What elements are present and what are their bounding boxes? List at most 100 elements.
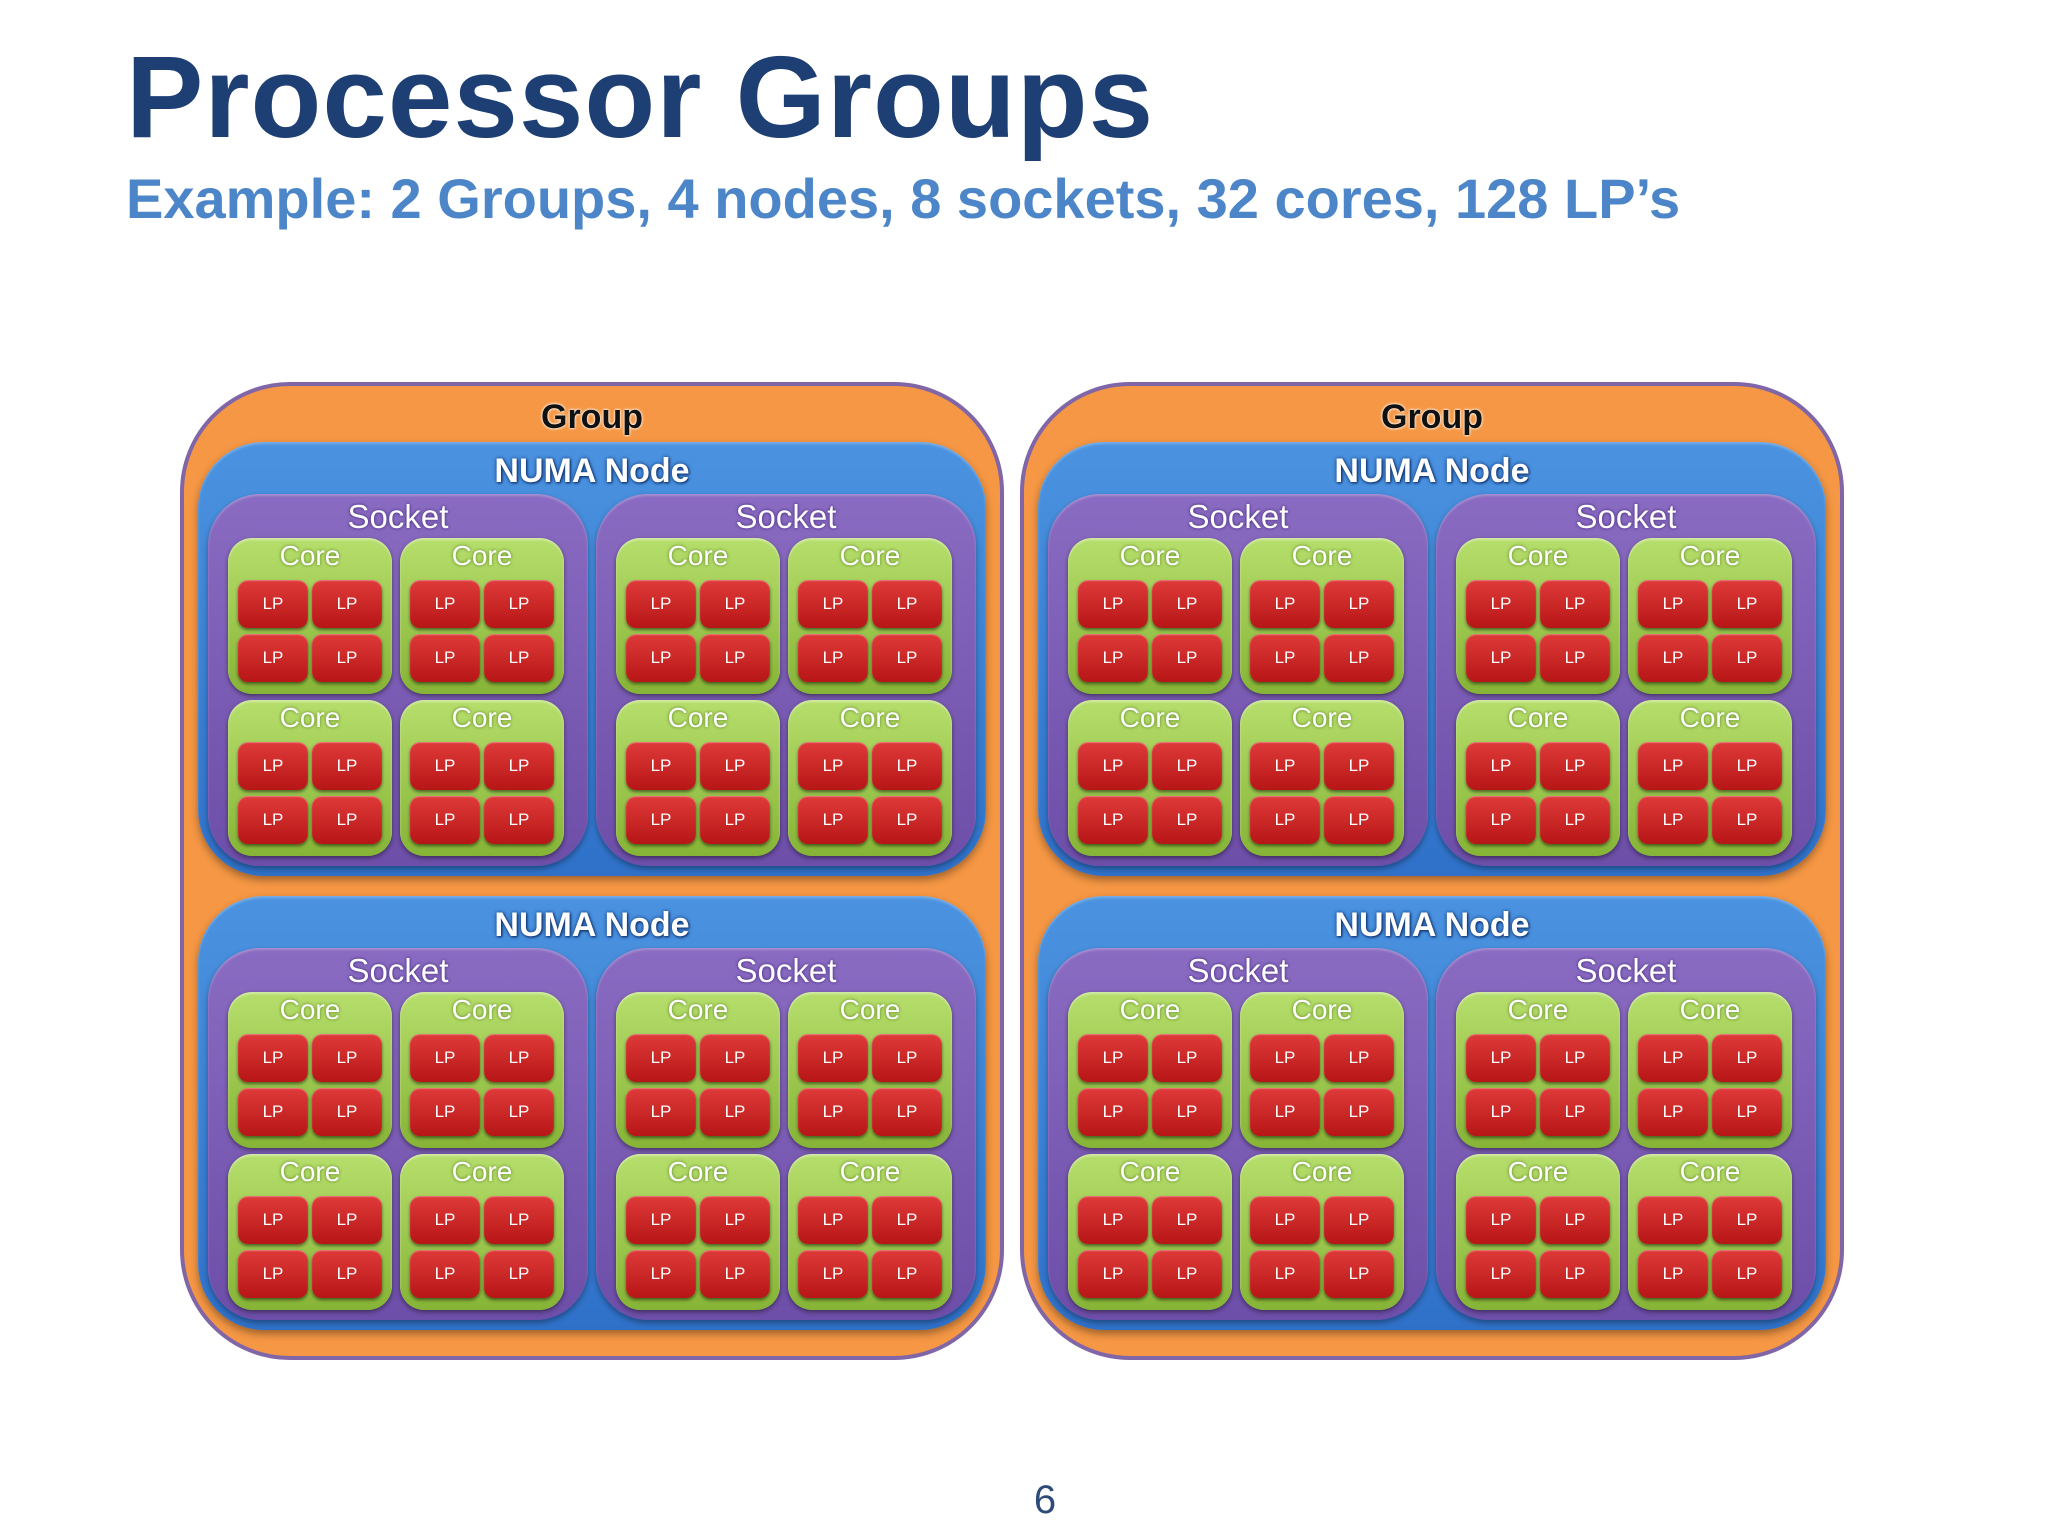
logical-processor: LP xyxy=(798,634,868,682)
logical-processor: LP xyxy=(312,742,382,790)
logical-processor: LP xyxy=(1712,1250,1782,1298)
socket-box: Socket Core LP LP LP LP Core LP LP LP LP Core LP LP LP… xyxy=(596,948,976,1320)
logical-processor: LP xyxy=(1250,1088,1320,1136)
core-box: Core LP LP LP LP xyxy=(228,1154,392,1310)
core-box: Core LP LP LP LP xyxy=(400,538,564,694)
logical-processor: LP xyxy=(238,1034,308,1082)
logical-processor: LP xyxy=(238,580,308,628)
socket-label: Socket xyxy=(735,498,837,535)
logical-processor: LP xyxy=(1324,1034,1394,1082)
core-box: Core LP LP LP LP xyxy=(1628,700,1792,856)
logical-processor: LP xyxy=(1466,1250,1536,1298)
core-label: Core xyxy=(279,540,341,571)
core-label: Core xyxy=(1291,702,1353,733)
core-label: Core xyxy=(451,540,513,571)
logical-processor: LP xyxy=(1324,1088,1394,1136)
logical-processor: LP xyxy=(1466,1196,1536,1244)
logical-processor: LP xyxy=(410,1196,480,1244)
logical-processor: LP xyxy=(1712,634,1782,682)
logical-processor: LP xyxy=(484,796,554,844)
logical-processor: LP xyxy=(1152,1088,1222,1136)
logical-processor: LP xyxy=(700,796,770,844)
core-box: Core LP LP LP LP xyxy=(1628,538,1792,694)
logical-processor: LP xyxy=(626,634,696,682)
logical-processor: LP xyxy=(1540,634,1610,682)
core-label: Core xyxy=(279,702,341,733)
core-box: Core LP LP LP LP xyxy=(1240,992,1404,1148)
logical-processor: LP xyxy=(1638,580,1708,628)
logical-processor: LP xyxy=(238,1088,308,1136)
core-label: Core xyxy=(667,702,729,733)
core-label: Core xyxy=(279,1156,341,1187)
core-label: Core xyxy=(451,702,513,733)
logical-processor: LP xyxy=(1152,634,1222,682)
logical-processor: LP xyxy=(1712,1034,1782,1082)
logical-processor: LP xyxy=(410,742,480,790)
logical-processor: LP xyxy=(1152,580,1222,628)
core-box: Core LP LP LP LP xyxy=(788,538,952,694)
core-box: Core LP LP LP LP xyxy=(1628,1154,1792,1310)
logical-processor: LP xyxy=(1638,1034,1708,1082)
logical-processor: LP xyxy=(410,796,480,844)
socket-box: Socket Core LP LP LP LP Core LP LP LP LP Core LP LP LP… xyxy=(596,494,976,866)
logical-processor: LP xyxy=(700,1088,770,1136)
core-box: Core LP LP LP LP xyxy=(1068,538,1232,694)
logical-processor: LP xyxy=(484,1088,554,1136)
core-label: Core xyxy=(279,994,341,1025)
core-box: Core LP LP LP LP xyxy=(1240,538,1404,694)
logical-processor: LP xyxy=(872,1196,942,1244)
logical-processor: LP xyxy=(1540,1196,1610,1244)
logical-processor: LP xyxy=(626,580,696,628)
logical-processor: LP xyxy=(700,634,770,682)
logical-processor: LP xyxy=(1250,1034,1320,1082)
core-label: Core xyxy=(1679,540,1741,571)
core-box: Core LP LP LP LP xyxy=(1456,700,1620,856)
logical-processor: LP xyxy=(1540,580,1610,628)
core-box: Core LP LP LP LP xyxy=(1068,992,1232,1148)
logical-processor: LP xyxy=(626,1196,696,1244)
logical-processor: LP xyxy=(700,742,770,790)
logical-processor: LP xyxy=(1466,1034,1536,1082)
logical-processor: LP xyxy=(1466,796,1536,844)
socket-label: Socket xyxy=(347,498,449,535)
core-box: Core LP LP LP LP xyxy=(1628,992,1792,1148)
core-label: Core xyxy=(667,1156,729,1187)
logical-processor: LP xyxy=(1152,1034,1222,1082)
logical-processor: LP xyxy=(238,1250,308,1298)
numa-node-box: NUMA Node Socket Core LP LP LP LP Core LP LP LP LP C… xyxy=(1038,442,1826,876)
logical-processor: LP xyxy=(312,1088,382,1136)
logical-processor: LP xyxy=(872,1034,942,1082)
logical-processor: LP xyxy=(1540,796,1610,844)
logical-processor: LP xyxy=(700,1196,770,1244)
logical-processor: LP xyxy=(238,1196,308,1244)
core-label: Core xyxy=(1119,540,1181,571)
logical-processor: LP xyxy=(484,742,554,790)
core-label: Core xyxy=(1291,994,1353,1025)
numa-node-label: NUMA Node xyxy=(494,452,690,490)
core-label: Core xyxy=(667,540,729,571)
logical-processor: LP xyxy=(1540,1250,1610,1298)
core-label: Core xyxy=(667,994,729,1025)
logical-processor: LP xyxy=(484,1034,554,1082)
logical-processor: LP xyxy=(1540,1034,1610,1082)
core-box: Core LP LP LP LP xyxy=(1240,700,1404,856)
core-box: Core LP LP LP LP xyxy=(400,700,564,856)
socket-label: Socket xyxy=(735,952,837,989)
logical-processor: LP xyxy=(1078,1196,1148,1244)
logical-processor: LP xyxy=(1078,634,1148,682)
logical-processor: LP xyxy=(1078,1034,1148,1082)
logical-processor: LP xyxy=(1078,796,1148,844)
logical-processor: LP xyxy=(410,634,480,682)
core-label: Core xyxy=(839,702,901,733)
logical-processor: LP xyxy=(1466,1088,1536,1136)
socket-box: Socket Core LP LP LP LP Core LP LP LP LP Core LP LP LP… xyxy=(208,494,588,866)
logical-processor: LP xyxy=(1540,1088,1610,1136)
numa-node-box: NUMA Node Socket Core LP LP LP LP Core LP LP LP LP C… xyxy=(1038,896,1826,1330)
logical-processor: LP xyxy=(410,1088,480,1136)
core-box: Core LP LP LP LP xyxy=(228,700,392,856)
logical-processor: LP xyxy=(798,742,868,790)
core-label: Core xyxy=(1291,1156,1353,1187)
logical-processor: LP xyxy=(1324,1250,1394,1298)
logical-processor: LP xyxy=(798,1250,868,1298)
logical-processor: LP xyxy=(1638,796,1708,844)
